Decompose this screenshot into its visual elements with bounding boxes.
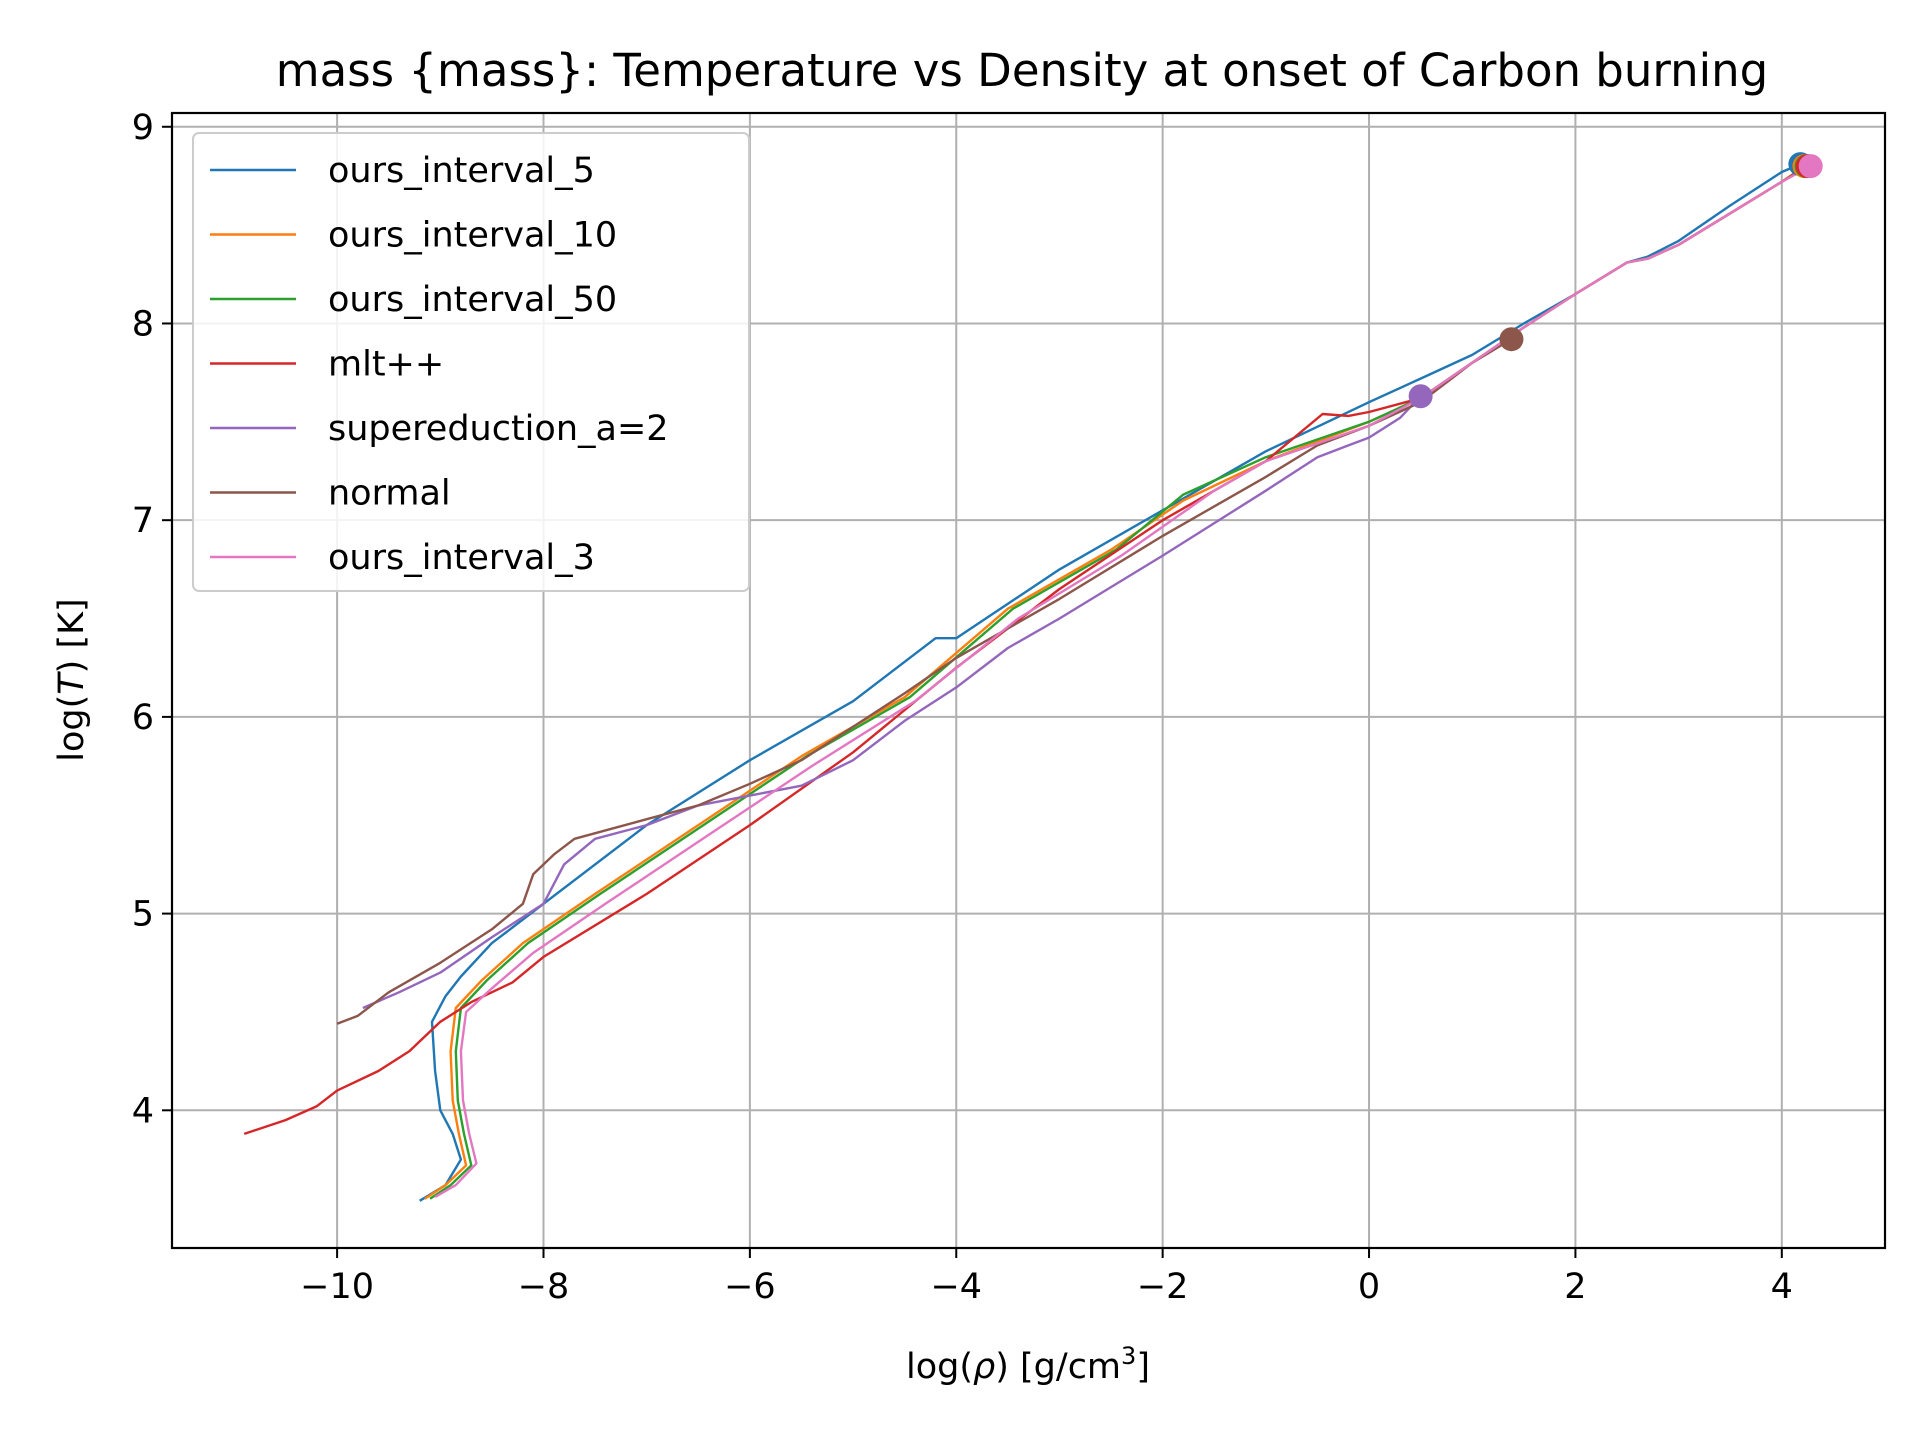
- y-tick-label: 4: [132, 1091, 154, 1131]
- x-tick-label: −4: [930, 1267, 982, 1307]
- x-tick-label: 4: [1771, 1267, 1793, 1307]
- legend-label: ours_interval_50: [328, 280, 617, 320]
- x-tick-label: 0: [1358, 1267, 1380, 1307]
- x-tick-label: −10: [300, 1267, 374, 1307]
- chart-title: mass {mass}: Temperature vs Density at o…: [276, 44, 1768, 97]
- x-tick-label: 2: [1564, 1267, 1586, 1307]
- series-line-normal: [336, 338, 1513, 1025]
- y-tick-label: 8: [132, 304, 154, 344]
- legend-box: [192, 132, 750, 592]
- legend-label: ours_interval_3: [328, 538, 595, 578]
- series-line-supereduction_a=2: [362, 395, 1422, 1010]
- legend-entries: ours_interval_5 ours_interval_10 ours_inte…: [210, 151, 669, 578]
- end-markers: [1408, 152, 1823, 409]
- legend-label: normal: [328, 474, 451, 514]
- series-line-ours_interval_3: [434, 165, 1812, 1198]
- y-axis-ticks: 4 5 6 7 8 9: [132, 108, 172, 1131]
- x-axis-label: log(ρ) [g/cm3]: [906, 1342, 1150, 1387]
- legend: ours_interval_5 ours_interval_10 ours_inte…: [192, 132, 750, 592]
- x-tick-label: −8: [518, 1267, 570, 1307]
- x-axis-ticks: −10 −8 −6 −4 −2 0 2 4: [300, 1248, 1793, 1307]
- legend-label: mlt++: [328, 345, 444, 385]
- legend-label: ours_interval_5: [328, 151, 595, 191]
- legend-label: supereduction_a=2: [328, 409, 669, 449]
- x-tick-label: −6: [724, 1267, 776, 1307]
- series-lines: [243, 162, 1812, 1202]
- y-axis-label: log(T) [K]: [52, 598, 92, 761]
- y-tick-label: 9: [132, 108, 154, 148]
- legend-label: ours_interval_10: [328, 216, 617, 256]
- plot-frame: [170, 111, 1887, 1250]
- y-tick-label: 7: [132, 501, 154, 541]
- end-marker-ours_interval_3: [1798, 154, 1823, 179]
- y-tick-label: 5: [132, 895, 154, 935]
- x-tick-label: −2: [1137, 1267, 1189, 1307]
- y-tick-label: 6: [132, 698, 154, 738]
- end-marker-supereduction_a=2: [1408, 384, 1433, 409]
- end-marker-normal: [1499, 327, 1524, 352]
